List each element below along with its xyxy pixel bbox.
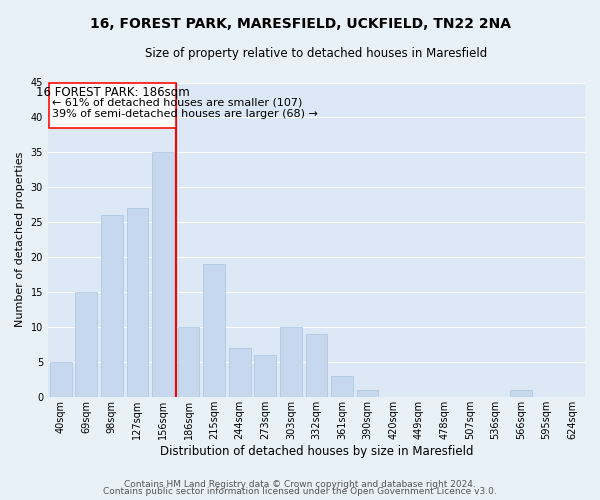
Bar — [510, 390, 532, 397]
Bar — [76, 292, 97, 397]
Bar — [305, 334, 328, 397]
Bar — [229, 348, 251, 397]
Text: ← 61% of detached houses are smaller (107): ← 61% of detached houses are smaller (10… — [52, 97, 302, 107]
Text: 16, FOREST PARK, MARESFIELD, UCKFIELD, TN22 2NA: 16, FOREST PARK, MARESFIELD, UCKFIELD, T… — [89, 18, 511, 32]
Bar — [203, 264, 225, 397]
Text: Contains public sector information licensed under the Open Government Licence v3: Contains public sector information licen… — [103, 487, 497, 496]
Bar — [152, 152, 174, 397]
Bar — [127, 208, 148, 397]
Bar — [280, 327, 302, 397]
Title: Size of property relative to detached houses in Maresfield: Size of property relative to detached ho… — [145, 48, 488, 60]
Text: 39% of semi-detached houses are larger (68) →: 39% of semi-detached houses are larger (… — [52, 109, 317, 119]
Bar — [178, 327, 199, 397]
Text: 16 FOREST PARK: 186sqm: 16 FOREST PARK: 186sqm — [35, 86, 190, 99]
Bar — [331, 376, 353, 397]
Y-axis label: Number of detached properties: Number of detached properties — [15, 152, 25, 328]
X-axis label: Distribution of detached houses by size in Maresfield: Distribution of detached houses by size … — [160, 444, 473, 458]
Bar — [357, 390, 379, 397]
Bar — [101, 215, 123, 397]
Bar — [50, 362, 71, 397]
Text: Contains HM Land Registry data © Crown copyright and database right 2024.: Contains HM Land Registry data © Crown c… — [124, 480, 476, 489]
FancyBboxPatch shape — [49, 82, 176, 128]
Bar — [254, 355, 276, 397]
